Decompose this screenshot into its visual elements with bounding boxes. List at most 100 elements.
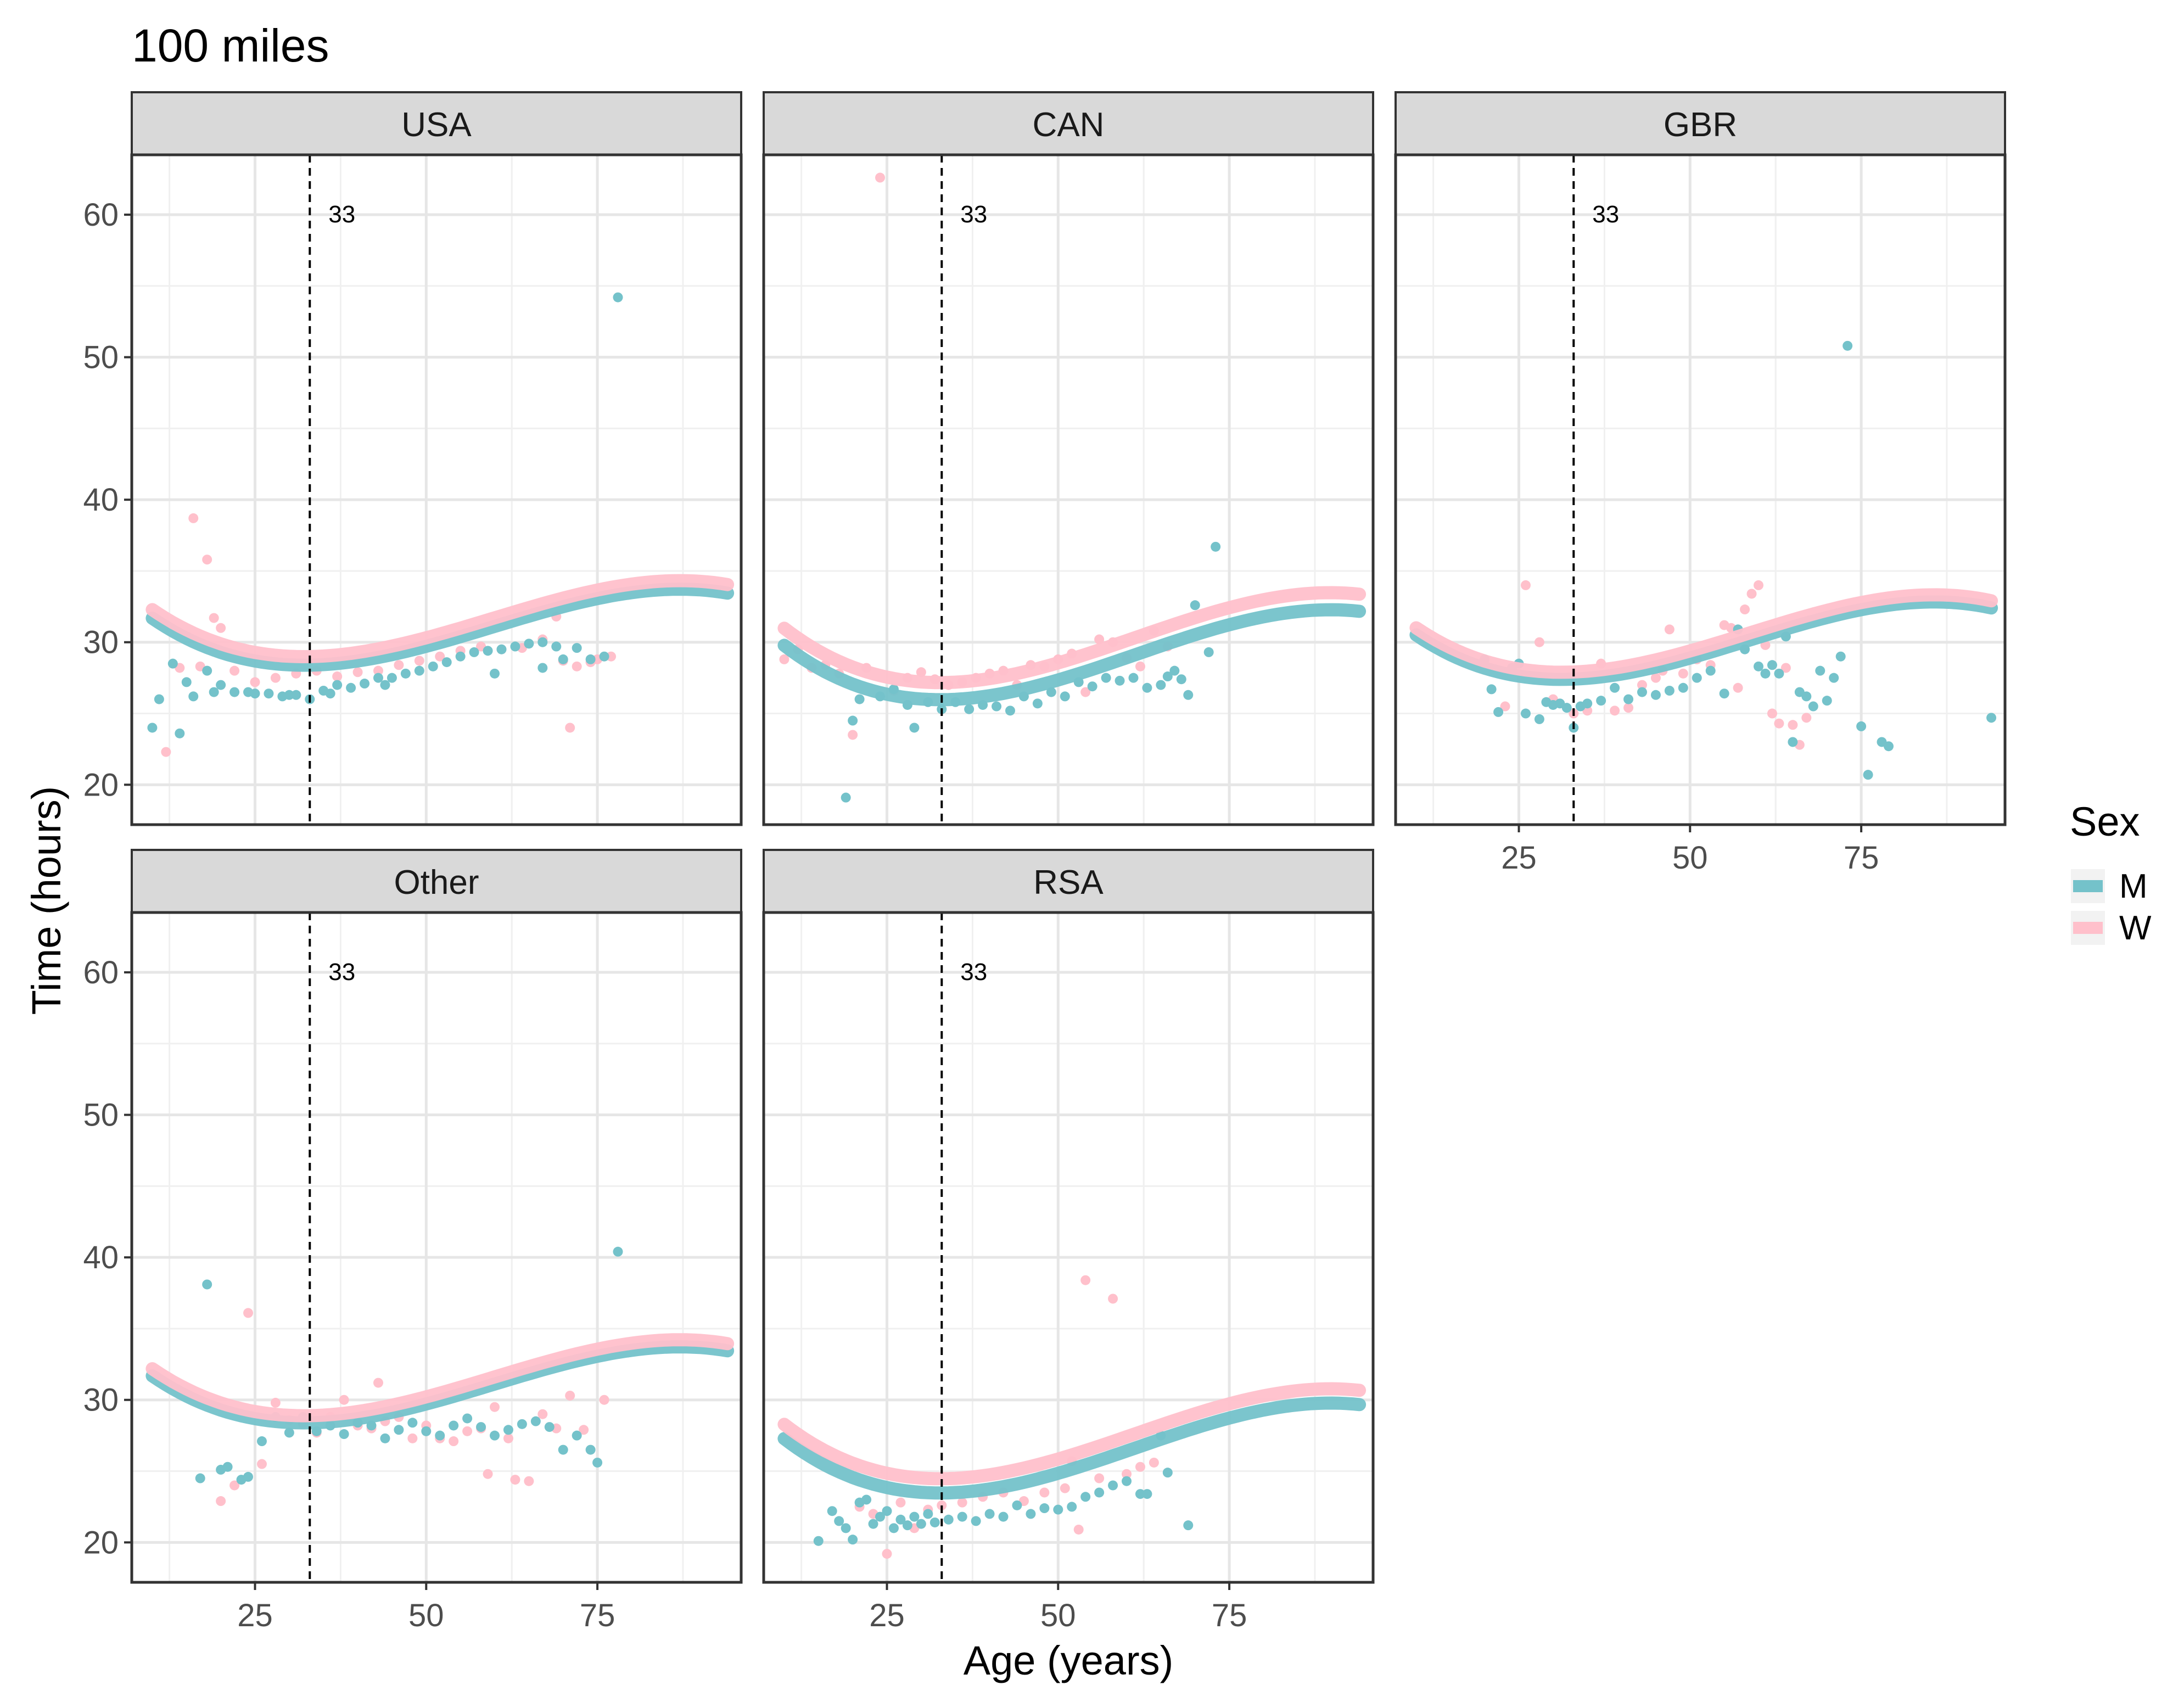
data-point-m: [888, 1523, 899, 1533]
x-tick-label: 75: [1844, 840, 1879, 876]
data-point-w: [1094, 634, 1105, 645]
data-point-m: [1692, 673, 1702, 683]
data-point-m: [1142, 682, 1152, 693]
data-point-m: [909, 1511, 920, 1522]
data-point-w: [216, 1496, 226, 1507]
data-point-m: [380, 680, 390, 690]
x-tick-label: 50: [1040, 1598, 1076, 1633]
data-point-m: [1596, 696, 1606, 706]
data-point-m: [834, 1516, 844, 1526]
data-point-m: [1754, 661, 1764, 671]
data-point-w: [848, 730, 858, 740]
panel-border: [762, 911, 1375, 1584]
trend-curve-m: [145, 583, 735, 672]
data-point-m: [984, 1509, 995, 1519]
trend-curve-m: [777, 603, 1367, 707]
y-tick-label: 60: [83, 197, 119, 233]
data-point-w: [462, 1426, 473, 1436]
plot-area: [132, 912, 741, 1582]
data-point-m: [854, 694, 865, 704]
data-point-w: [394, 660, 404, 670]
data-point-m: [387, 673, 397, 683]
data-point-m: [202, 665, 212, 676]
data-point-m: [1637, 687, 1647, 697]
reference-line-label: 33: [960, 959, 987, 986]
data-point-m: [1822, 696, 1832, 706]
data-point-w: [435, 651, 445, 662]
facet-panel-rsa: RSA 33 25 50 75: [762, 849, 1375, 1633]
data-point-m: [1203, 647, 1214, 657]
data-point-m: [510, 641, 520, 652]
data-point-m: [1156, 680, 1166, 690]
data-point-m: [585, 1445, 596, 1455]
data-point-m: [537, 663, 548, 673]
data-point-w: [779, 654, 789, 664]
legend-entries: MW: [2071, 867, 2152, 947]
data-point-m: [243, 1471, 254, 1482]
data-point-m: [407, 1418, 418, 1428]
data-point-m: [1162, 671, 1173, 682]
data-point-w: [1500, 701, 1510, 712]
data-point-m: [1128, 673, 1139, 683]
data-point-m: [1039, 1503, 1050, 1514]
data-point-w: [1746, 589, 1757, 599]
data-point-w: [1520, 580, 1531, 590]
panel-border: [1394, 153, 2007, 826]
data-point-m: [585, 654, 596, 664]
data-point-m: [551, 641, 562, 652]
data-point-m: [1046, 687, 1056, 697]
data-point-m: [1856, 721, 1867, 731]
data-point-m: [1122, 1476, 1132, 1486]
trend-curve-m: [1409, 595, 1998, 686]
data-point-w: [339, 1395, 349, 1405]
data-point-m: [902, 1520, 912, 1531]
data-point-m: [558, 654, 568, 664]
data-point-m: [449, 1420, 459, 1431]
data-point-w: [229, 665, 240, 676]
data-point-m: [861, 1494, 872, 1505]
data-point-m: [1026, 1509, 1036, 1519]
facet-strip-label: CAN: [1033, 106, 1105, 144]
data-point-m: [1863, 770, 1873, 780]
facet-strip: [1395, 91, 2006, 156]
data-point-m: [222, 1462, 233, 1472]
trend-curve-w: [145, 1333, 735, 1423]
data-point-w: [1080, 1275, 1091, 1285]
data-point-w: [483, 1469, 493, 1479]
data-point-w: [270, 673, 281, 683]
data-point-m: [592, 1457, 603, 1468]
trend-curve-w: [145, 574, 735, 664]
data-point-w: [373, 665, 383, 676]
x-axis-title: Age (years): [964, 1638, 1173, 1683]
data-point-m: [1190, 600, 1200, 611]
data-point-m: [1176, 674, 1186, 685]
data-point-m: [882, 1506, 892, 1516]
y-tick-label: 30: [83, 1382, 119, 1418]
x-tick-label: 75: [580, 1598, 615, 1633]
data-point-w: [957, 1497, 967, 1508]
data-point-m: [1108, 1480, 1118, 1491]
panel-border: [762, 153, 1375, 826]
data-point-m: [373, 673, 383, 683]
data-point-m: [1080, 1492, 1091, 1502]
data-point-m: [216, 680, 226, 690]
data-point-w: [524, 1476, 534, 1486]
data-point-m: [380, 1433, 390, 1443]
facet-strip-label: RSA: [1033, 864, 1104, 902]
data-point-m: [1582, 698, 1593, 709]
chart-title: 100 miles: [132, 20, 329, 71]
data-point-m: [558, 1445, 568, 1455]
trend-curve-w: [777, 1382, 1367, 1486]
data-point-w: [599, 1395, 609, 1405]
facet-strip: [763, 849, 1374, 914]
data-point-w: [1108, 1294, 1118, 1304]
data-point-w: [414, 656, 424, 666]
data-point-m: [428, 661, 438, 671]
data-point-w: [875, 172, 886, 183]
data-point-m: [490, 668, 500, 679]
facet-strip: [131, 849, 742, 914]
data-point-w: [1788, 720, 1798, 730]
data-point-w: [565, 1390, 575, 1401]
data-point-m: [209, 687, 219, 697]
data-point-m: [841, 792, 851, 803]
